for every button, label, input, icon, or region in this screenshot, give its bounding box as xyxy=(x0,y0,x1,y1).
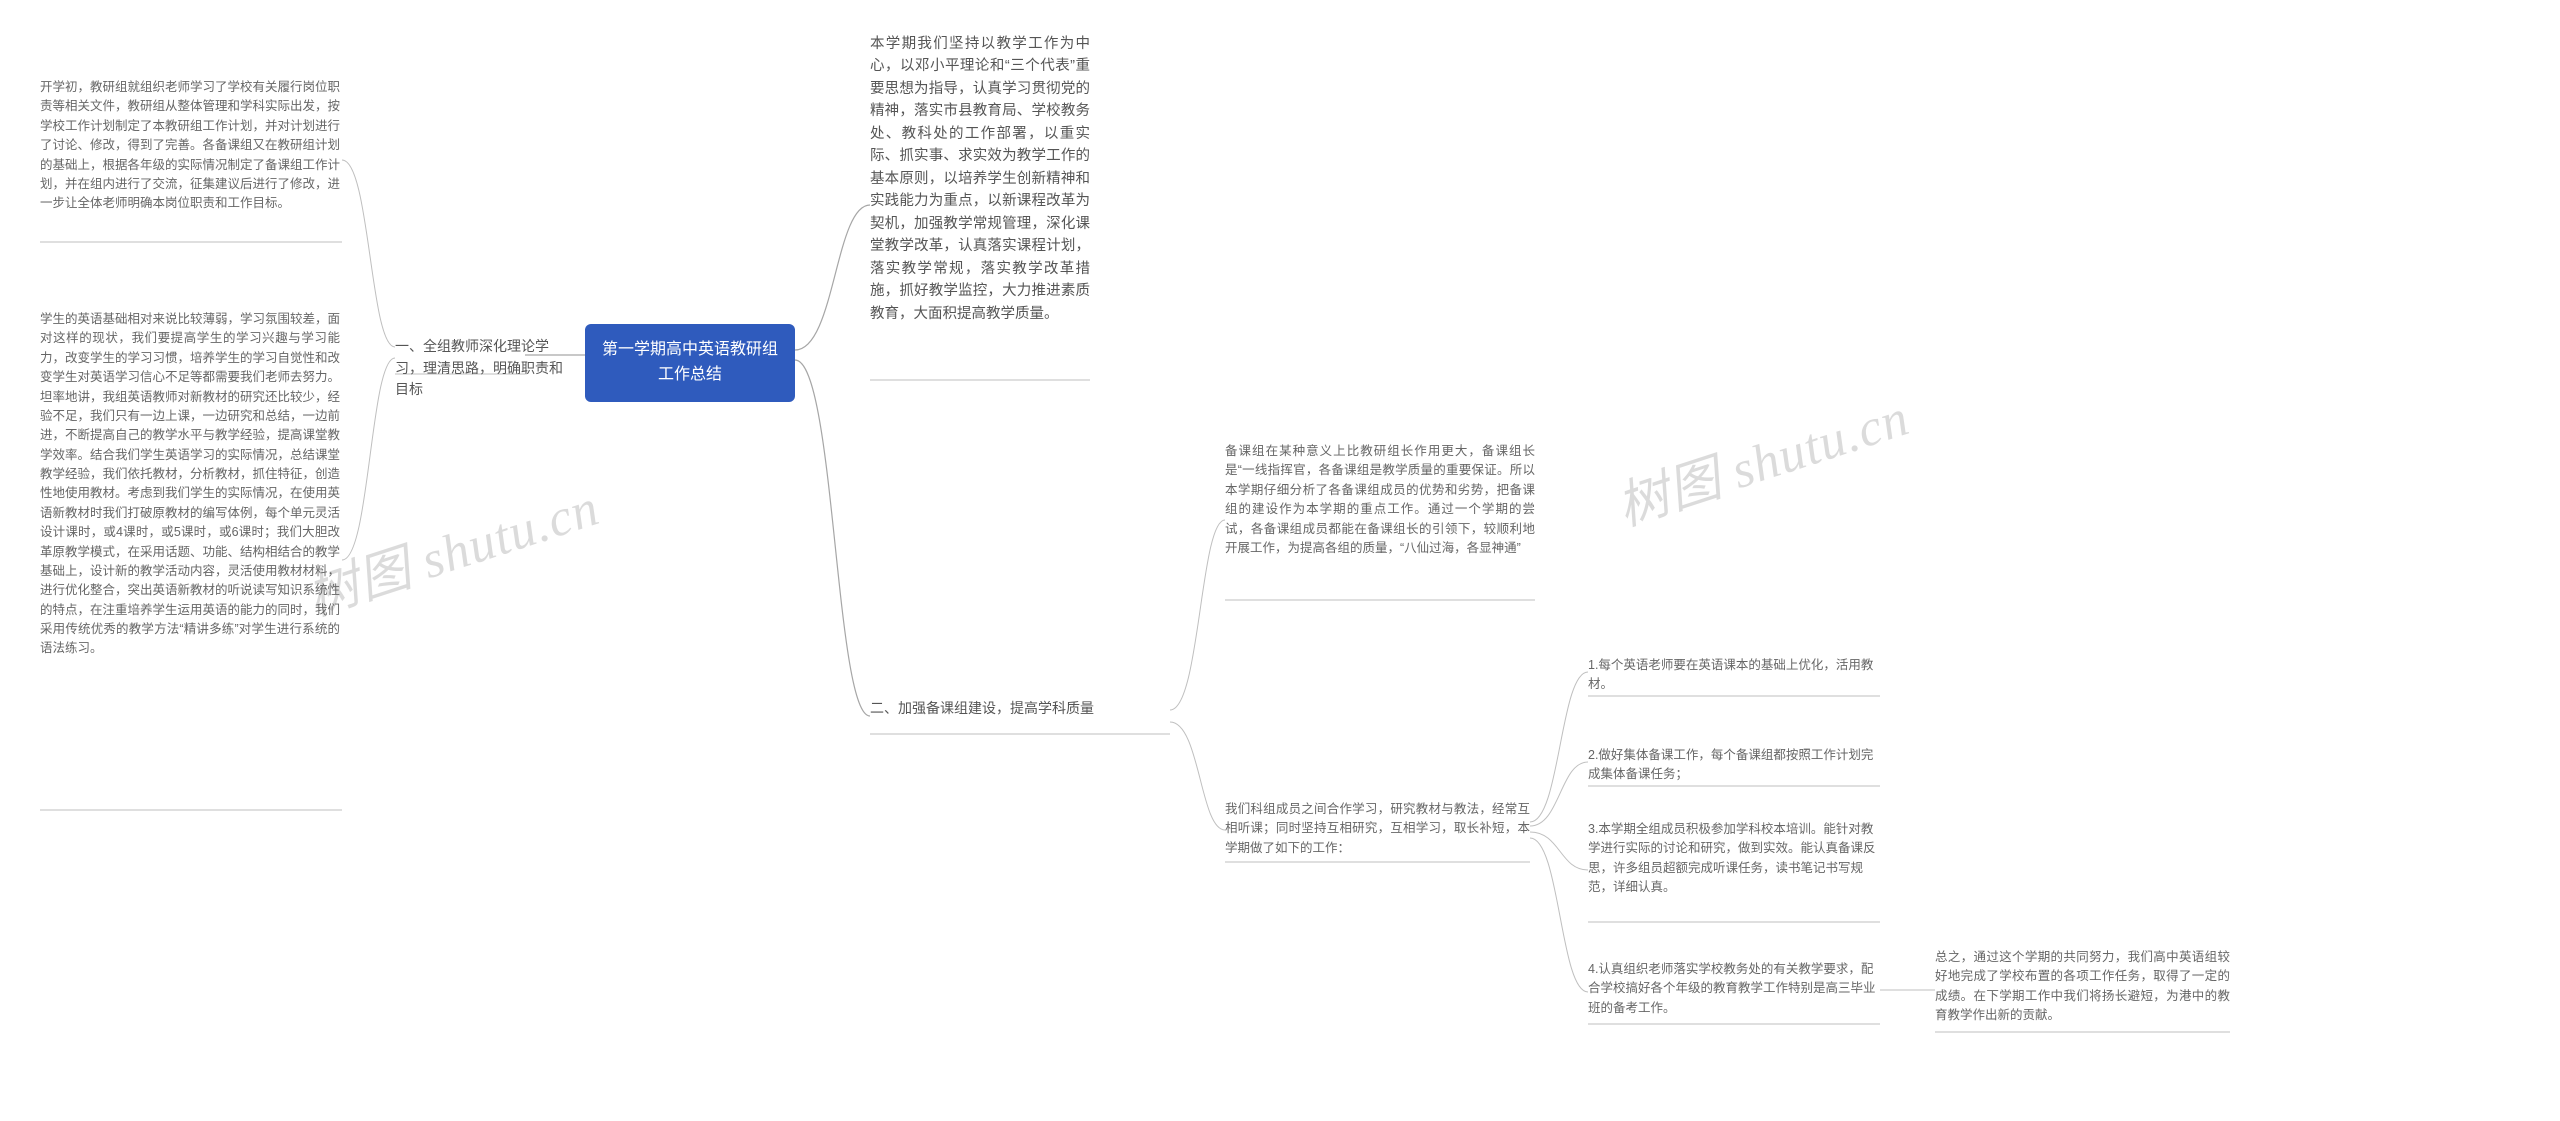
intro-paragraph: 本学期我们坚持以教学工作为中心，以邓小平理论和“三个代表”重要思想为指导，认真学… xyxy=(870,33,1090,325)
root-node: 第一学期高中英语教研组工作总结 xyxy=(585,324,795,402)
watermark: 树图 shutu.cn xyxy=(1606,375,1917,540)
section-1-title: 一、全组教师深化理论学习，理清思路，明确职责和目标 xyxy=(395,336,570,401)
section-1-leaf-1: 开学初，教研组就组织老师学习了学校有关履行岗位职责等相关文件，教研组从整体管理和… xyxy=(40,78,340,214)
section-2-item-1: 1.每个英语老师要在英语课本的基础上优化，活用教材。 xyxy=(1588,656,1878,695)
section-2-item-4: 4.认真组织老师落实学校教务处的有关教学要求，配合学校搞好各个年级的教育教学工作… xyxy=(1588,960,1878,1018)
conclusion: 总之，通过这个学期的共同努力，我们高中英语组较好地完成了学校布置的各项工作任务，… xyxy=(1935,948,2230,1026)
watermark: 树图 shutu.cn xyxy=(296,465,607,630)
section-2-child-1: 备课组在某种意义上比教研组长作用更大，备课组长是“一线指挥官，各备课组是教学质量… xyxy=(1225,442,1535,558)
section-1-leaf-2: 学生的英语基础相对来说比较薄弱，学习氛围较差，面对这样的现状，我们要提高学生的学… xyxy=(40,310,340,659)
section-2-child-2: 我们科组成员之间合作学习，研究教材与教法，经常互相听课；同时坚持互相研究，互相学… xyxy=(1225,800,1530,858)
section-2-item-2: 2.做好集体备课工作，每个备课组都按照工作计划完成集体备课任务； xyxy=(1588,746,1878,785)
section-2-title: 二、加强备课组建设，提高学科质量 xyxy=(870,698,1170,720)
section-2-item-3: 3.本学期全组成员积极参加学科校本培训。能针对教学进行实际的讨论和研究，做到实效… xyxy=(1588,820,1878,898)
